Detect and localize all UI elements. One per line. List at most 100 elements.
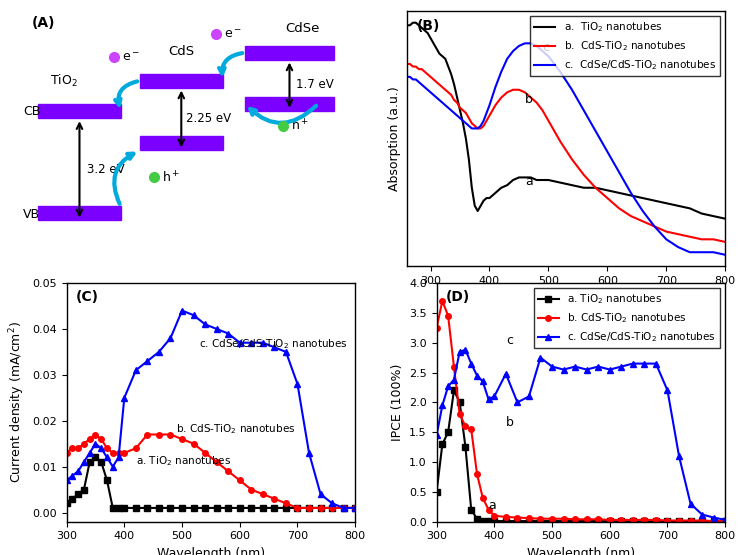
a. TiO$_2$ nanotubes (605, 518, 614, 524)
c. CdSe/CdS-TiO$_2$ nanotubes (103, 454, 112, 461)
a. TiO$_2$ nanotubes (351, 504, 360, 511)
b. CdS-TiO$_2$ nanotubes (455, 411, 464, 417)
b.  CdS-TiO$_2$ nanotubes (508, 87, 517, 93)
b. CdS-TiO$_2$ nanotubes (593, 516, 602, 523)
Text: (D): (D) (445, 290, 469, 304)
a. TiO$_2$ nanotubes (132, 504, 141, 511)
a. TiO$_2$ nanotubes (189, 504, 198, 511)
FancyBboxPatch shape (245, 46, 334, 59)
b. CdS-TiO$_2$ nanotubes (640, 517, 649, 523)
c. CdSe/CdS-TiO$_2$ nanotubes (201, 321, 209, 327)
b. CdS-TiO$_2$ nanotubes (559, 516, 568, 522)
b. CdS-TiO$_2$ nanotubes (79, 440, 88, 447)
c.  CdSe/CdS-TiO$_2$ nanotubes (403, 73, 411, 80)
FancyBboxPatch shape (38, 104, 121, 118)
b. CdS-TiO$_2$ nanotubes (143, 431, 152, 438)
c. CdSe/CdS-TiO$_2$ nanotubes (571, 363, 579, 370)
a. TiO$_2$ nanotubes (339, 504, 348, 511)
Text: c: c (506, 334, 513, 347)
c. CdSe/CdS-TiO$_2$ nanotubes (178, 307, 186, 314)
b. CdS-TiO$_2$ nanotubes (189, 440, 198, 447)
Line: c. CdSe/CdS-TiO$_2$ nanotubes: c. CdSe/CdS-TiO$_2$ nanotubes (433, 346, 729, 523)
a. TiO$_2$ nanotubes (178, 504, 186, 511)
a. TiO$_2$ nanotubes (114, 504, 123, 511)
c. CdSe/CdS-TiO$_2$ nanotubes (444, 383, 453, 390)
a. TiO$_2$ nanotubes (675, 518, 684, 524)
c. CdSe/CdS-TiO$_2$ nanotubes (449, 376, 458, 383)
b. CdS-TiO$_2$ nanotubes (582, 516, 591, 523)
b. CdS-TiO$_2$ nanotubes (212, 458, 221, 465)
c. CdSe/CdS-TiO$_2$ nanotubes (97, 445, 106, 452)
b. CdS-TiO$_2$ nanotubes (328, 504, 337, 511)
b. CdS-TiO$_2$ nanotubes (698, 517, 707, 524)
Y-axis label: IPCE (100%): IPCE (100%) (391, 364, 403, 441)
c.  CdSe/CdS-TiO$_2$ nanotubes (520, 40, 529, 47)
b. CdS-TiO$_2$ nanotubes (438, 297, 447, 304)
a. TiO$_2$ nanotubes (461, 444, 470, 451)
Text: c. CdSe/CdS-TiO$_2$ nanotubes: c. CdSe/CdS-TiO$_2$ nanotubes (199, 337, 349, 351)
a. TiO$_2$ nanotubes (328, 504, 337, 511)
a.  TiO$_2$ nanotubes (497, 184, 505, 191)
b. CdS-TiO$_2$ nanotubes (605, 517, 614, 523)
FancyBboxPatch shape (140, 74, 223, 88)
a. TiO$_2$ nanotubes (74, 491, 83, 497)
c. CdSe/CdS-TiO$_2$ nanotubes (68, 472, 77, 479)
c. CdSe/CdS-TiO$_2$ nanotubes (709, 514, 718, 521)
a. TiO$_2$ nanotubes (143, 504, 152, 511)
c. CdSe/CdS-TiO$_2$ nanotubes (258, 340, 267, 346)
b. CdS-TiO$_2$ nanotubes (166, 431, 175, 438)
a. TiO$_2$ nanotubes (640, 518, 649, 524)
a.  TiO$_2$ nanotubes (721, 215, 730, 222)
a. TiO$_2$ nanotubes (513, 518, 522, 524)
a. TiO$_2$ nanotubes (525, 518, 534, 524)
c. CdSe/CdS-TiO$_2$ nanotubes (247, 340, 256, 346)
b.  CdS-TiO$_2$ nanotubes (429, 76, 438, 83)
c. CdSe/CdS-TiO$_2$ nanotubes (548, 363, 556, 370)
c. CdSe/CdS-TiO$_2$ nanotubes (461, 346, 470, 353)
c. CdSe/CdS-TiO$_2$ nanotubes (467, 360, 476, 367)
b. CdS-TiO$_2$ nanotubes (339, 504, 348, 511)
b. CdS-TiO$_2$ nanotubes (663, 517, 672, 524)
c. CdSe/CdS-TiO$_2$ nanotubes (305, 450, 314, 456)
Y-axis label: Absorption (a.u.): Absorption (a.u.) (388, 87, 401, 191)
X-axis label: Wavelength (nm): Wavelength (nm) (527, 547, 635, 555)
a. TiO$_2$ nanotubes (663, 518, 672, 524)
a.  TiO$_2$ nanotubes (465, 156, 474, 163)
Text: 3.2 eV: 3.2 eV (87, 163, 125, 176)
c. CdSe/CdS-TiO$_2$ nanotubes (502, 370, 511, 377)
b. CdS-TiO$_2$ nanotubes (473, 471, 482, 477)
FancyBboxPatch shape (38, 206, 121, 220)
c. CdSe/CdS-TiO$_2$ nanotubes (212, 326, 221, 332)
c. CdSe/CdS-TiO$_2$ nanotubes (721, 517, 730, 523)
b. CdS-TiO$_2$ nanotubes (721, 518, 730, 524)
c. CdSe/CdS-TiO$_2$ nanotubes (478, 378, 487, 385)
b. CdS-TiO$_2$ nanotubes (281, 500, 290, 507)
c.  CdSe/CdS-TiO$_2$ nanotubes (491, 84, 500, 90)
a. TiO$_2$ nanotubes (582, 518, 591, 524)
a. TiO$_2$ nanotubes (120, 504, 129, 511)
a. TiO$_2$ nanotubes (628, 518, 637, 524)
Text: (A): (A) (32, 16, 56, 30)
b. CdS-TiO$_2$ nanotubes (74, 445, 83, 452)
a. TiO$_2$ nanotubes (467, 506, 476, 513)
b. CdS-TiO$_2$ nanotubes (305, 504, 314, 511)
c. CdSe/CdS-TiO$_2$ nanotubes (328, 500, 337, 507)
c. CdSe/CdS-TiO$_2$ nanotubes (351, 504, 360, 511)
c. CdSe/CdS-TiO$_2$ nanotubes (525, 393, 534, 400)
b. CdS-TiO$_2$ nanotubes (461, 423, 470, 430)
c. CdSe/CdS-TiO$_2$ nanotubes (155, 349, 164, 355)
c. CdSe/CdS-TiO$_2$ nanotubes (189, 312, 198, 319)
c.  CdSe/CdS-TiO$_2$ nanotubes (502, 56, 511, 62)
Line: a. TiO$_2$ nanotubes: a. TiO$_2$ nanotubes (434, 387, 728, 524)
b.  CdS-TiO$_2$ nanotubes (491, 102, 500, 109)
X-axis label: Wavelength (nm): Wavelength (nm) (157, 547, 265, 555)
b.  CdS-TiO$_2$ nanotubes (462, 110, 471, 117)
a.  TiO$_2$ nanotubes (508, 176, 517, 183)
c.  CdSe/CdS-TiO$_2$ nanotubes (721, 251, 730, 258)
b. CdS-TiO$_2$ nanotubes (449, 363, 458, 370)
c. CdSe/CdS-TiO$_2$ nanotubes (143, 358, 152, 365)
a. TiO$_2$ nanotubes (97, 458, 106, 465)
a. TiO$_2$ nanotubes (155, 504, 164, 511)
c. CdSe/CdS-TiO$_2$ nanotubes (114, 454, 123, 461)
a. TiO$_2$ nanotubes (449, 387, 458, 394)
